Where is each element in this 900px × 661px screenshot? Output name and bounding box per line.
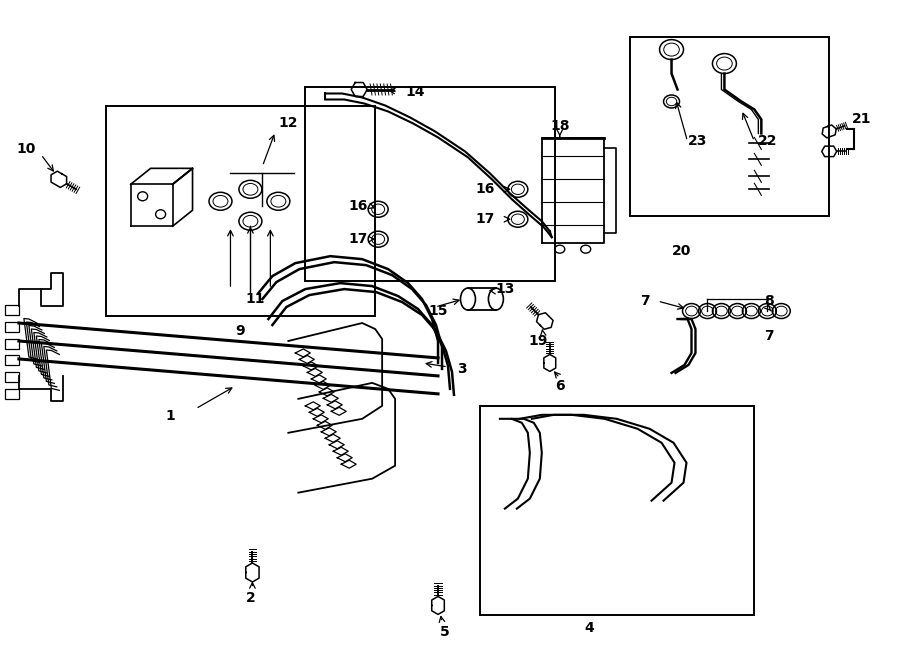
Text: 21: 21 [851,112,871,126]
Text: 7: 7 [640,294,650,308]
Text: 15: 15 [428,304,448,318]
Text: 4: 4 [585,621,595,635]
Text: 3: 3 [457,362,467,376]
Text: 11: 11 [246,292,266,306]
Bar [4,305,19,315]
Bar [4,322,19,332]
Text: 6: 6 [555,379,564,393]
Text: 17: 17 [348,232,368,246]
Text: 14: 14 [405,85,425,98]
Bar [4,372,19,382]
Bar [480,406,754,615]
Bar [4,355,19,365]
Text: 16: 16 [475,182,495,196]
Bar [630,36,829,216]
Bar [4,339,19,349]
Text: 13: 13 [495,282,515,296]
Text: 10: 10 [16,142,36,157]
Text: 18: 18 [550,120,570,134]
Bar [4,389,19,399]
Text: 1: 1 [166,408,176,423]
Text: 8: 8 [764,294,774,308]
Text: 16: 16 [348,199,368,214]
Text: 19: 19 [528,334,547,348]
Text: 2: 2 [246,592,256,605]
Text: 7: 7 [764,329,774,343]
Text: 23: 23 [688,134,707,149]
Text: 12: 12 [279,116,298,130]
Bar [105,106,375,316]
Text: 17: 17 [475,212,495,226]
Text: 9: 9 [236,324,246,338]
Text: 5: 5 [440,625,450,639]
Bar [305,87,554,281]
Text: 20: 20 [671,244,691,258]
Text: 22: 22 [758,134,777,149]
